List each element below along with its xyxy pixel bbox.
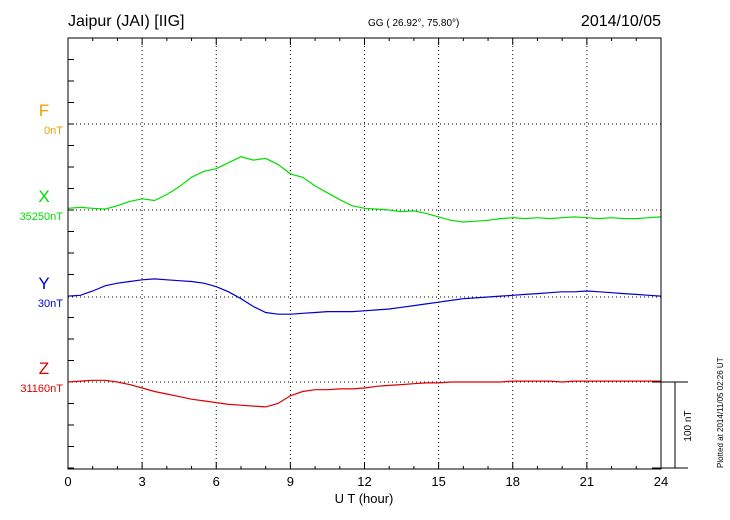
plot-frame	[67, 37, 662, 470]
station-coords: GG ( 26.92°, 75.80°)	[368, 18, 459, 29]
series-name-y: Y	[38, 274, 49, 293]
series-baseline-x: 35250nT	[20, 211, 64, 223]
series-line-x	[67, 156, 662, 223]
series-name-z: Z	[39, 359, 49, 378]
x-tick-label: 3	[139, 474, 146, 489]
series-lines	[67, 156, 662, 408]
station-title: Jaipur (JAI) [IIG]	[68, 13, 184, 30]
x-axis-label: U T (hour)	[335, 491, 394, 506]
x-tick-label: 15	[431, 474, 445, 489]
series-name-x: X	[38, 187, 49, 206]
x-tick-label: 21	[580, 474, 594, 489]
x-tick-label: 9	[287, 474, 294, 489]
series-line-y	[67, 278, 662, 315]
series-name-f: F	[39, 101, 49, 120]
scale-bar	[652, 381, 688, 469]
series-baseline-y: 30nT	[38, 298, 63, 310]
grid	[68, 38, 661, 469]
scale-bar-label: 100 nT	[683, 410, 694, 441]
date-label: 2014/10/05	[581, 13, 661, 30]
axis-ticks: 0 3 6 9 12 15 18 21 24	[64, 38, 668, 489]
plotted-note: Plotted at 2014/11/05 02:26 UT	[716, 357, 725, 468]
series-baseline-f: 0nT	[44, 125, 63, 137]
x-tick-label: 24	[654, 474, 668, 489]
x-tick-label: 6	[213, 474, 220, 489]
series-line-z	[67, 379, 661, 408]
series-baseline-z: 31160nT	[20, 383, 63, 395]
x-tick-label: 18	[506, 474, 520, 489]
series-labels: F 0nT X 35250nT Y 30nT Z 31160nT	[20, 101, 64, 395]
x-tick-label: 0	[64, 474, 71, 489]
x-tick-label: 12	[357, 474, 371, 489]
